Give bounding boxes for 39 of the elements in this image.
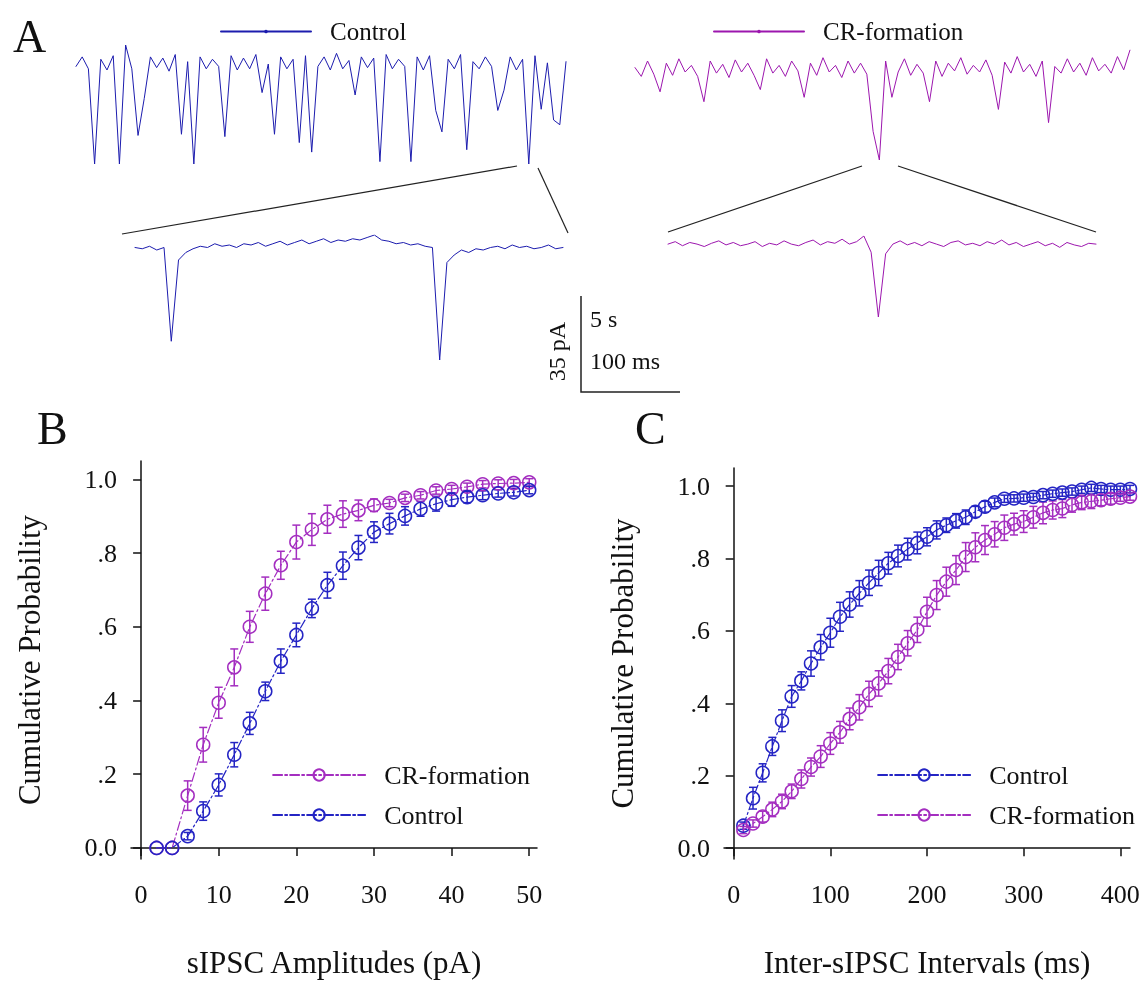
y-tick-label: 0.0 xyxy=(84,833,117,863)
chart-title: A xyxy=(13,10,47,62)
y-tick-label: .6 xyxy=(690,616,710,646)
legend-label: CR-formation xyxy=(823,18,964,45)
y-tick-label: .2 xyxy=(97,759,117,789)
y-tick-label: .2 xyxy=(690,761,710,791)
legend-label: Control xyxy=(384,800,464,830)
x-axis-title: Inter-sIPSC Intervals (ms) xyxy=(763,945,1091,980)
y-tick-label: 0.0 xyxy=(677,833,710,863)
x-tick-label: 10 xyxy=(205,879,232,909)
y-tick-label: .4 xyxy=(97,686,117,716)
x-tick-label: 50 xyxy=(516,879,543,909)
text: 5 s xyxy=(590,306,618,333)
y-tick-label: .4 xyxy=(690,688,710,718)
y-tick-label: .6 xyxy=(97,612,117,642)
chart-title: B xyxy=(37,402,68,454)
annotation: 35 pA xyxy=(544,321,572,382)
y-axis-title: Cumulative Probability xyxy=(12,514,47,806)
text: 100 ms xyxy=(590,348,661,375)
x-axis-title: sIPSC Amplitudes (pA) xyxy=(186,945,482,980)
x-tick-label: 40 xyxy=(438,879,465,909)
x-tick-label: 0 xyxy=(727,879,741,909)
x-tick-label: 20 xyxy=(283,879,310,909)
y-axis-title: Cumulative Probability xyxy=(605,517,640,809)
x-tick-label: 200 xyxy=(907,879,947,909)
y-tick-label: 1.0 xyxy=(677,471,710,501)
y-tick-label: 1.0 xyxy=(84,464,117,494)
x-tick-label: 400 xyxy=(1100,879,1140,909)
x-tick-label: 30 xyxy=(360,879,387,909)
x-tick-label: 0 xyxy=(134,879,148,909)
x-tick-label: 100 xyxy=(810,879,850,909)
y-tick-label: .8 xyxy=(690,544,710,574)
chart-title: C xyxy=(635,402,666,454)
y-tick-label: .8 xyxy=(97,538,117,568)
legend-label: CR-formation xyxy=(384,760,531,790)
legend-label: CR-formation xyxy=(989,800,1136,830)
legend-label: Control xyxy=(330,18,407,45)
legend-label: Control xyxy=(989,760,1069,790)
x-tick-label: 300 xyxy=(1004,879,1044,909)
